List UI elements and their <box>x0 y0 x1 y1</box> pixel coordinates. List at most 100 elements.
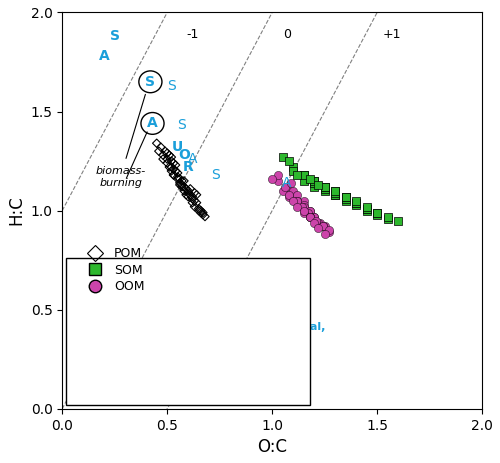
Point <box>320 223 328 230</box>
Point <box>159 156 167 163</box>
Point <box>178 181 186 188</box>
Point <box>199 211 207 218</box>
Text: S: S <box>146 75 156 89</box>
Point <box>281 183 289 191</box>
Point <box>201 213 209 220</box>
Point <box>182 185 190 193</box>
Point <box>310 219 318 226</box>
Point <box>300 207 308 214</box>
Point <box>314 181 322 188</box>
Point <box>362 207 370 214</box>
X-axis label: O:C: O:C <box>257 438 287 456</box>
Point <box>294 191 302 199</box>
Text: A: A <box>99 49 110 63</box>
Point <box>352 197 360 204</box>
Text: O: O <box>178 148 190 162</box>
Text: A: A <box>147 116 158 131</box>
Point <box>152 139 160 147</box>
Point <box>316 219 324 226</box>
Point <box>298 203 306 210</box>
Point <box>318 223 326 230</box>
Text: S: S <box>167 79 176 93</box>
Point <box>170 171 177 179</box>
Point <box>197 207 205 214</box>
Point <box>312 219 320 226</box>
Point <box>310 177 318 185</box>
Point <box>362 205 370 213</box>
Point <box>320 183 328 191</box>
Point <box>306 207 314 214</box>
Text: A: A <box>282 176 292 190</box>
FancyBboxPatch shape <box>66 258 310 405</box>
Point <box>168 157 175 165</box>
Point <box>184 189 192 196</box>
Point <box>294 171 302 179</box>
Point <box>306 213 314 220</box>
Legend: POM, SOM, OOM: POM, SOM, OOM <box>72 237 154 303</box>
Point <box>300 177 308 185</box>
Point <box>172 167 179 175</box>
Point <box>184 187 192 194</box>
Point <box>320 185 328 193</box>
Point <box>285 191 293 199</box>
Point <box>176 181 184 188</box>
Point <box>312 217 320 224</box>
Point <box>289 197 297 204</box>
Point <box>285 193 293 200</box>
Point <box>320 187 328 194</box>
Point <box>352 199 360 206</box>
Point <box>163 159 171 167</box>
Point <box>352 199 360 206</box>
Point <box>180 187 188 194</box>
Point <box>342 193 349 200</box>
Point <box>174 175 182 182</box>
Point <box>306 175 314 182</box>
Point <box>287 179 295 187</box>
Text: -1: -1 <box>186 28 198 41</box>
Point <box>300 209 308 216</box>
Point <box>172 161 179 169</box>
Point <box>163 150 171 157</box>
Point <box>318 223 326 230</box>
Point <box>306 213 314 220</box>
Point <box>342 193 349 200</box>
Point <box>310 213 318 220</box>
Text: biomass-
burning: biomass- burning <box>96 166 146 188</box>
Point <box>163 156 171 163</box>
Point <box>289 163 297 171</box>
Point <box>168 167 175 175</box>
Point <box>188 199 196 206</box>
Text: A: A <box>188 152 197 166</box>
Point <box>170 171 177 179</box>
Point <box>166 163 173 171</box>
Point <box>190 189 198 196</box>
Point <box>182 191 190 199</box>
Point <box>306 213 314 220</box>
Point <box>278 153 286 161</box>
Point <box>285 157 293 165</box>
Text: S: S <box>110 29 120 43</box>
Point <box>268 175 276 182</box>
Point <box>325 229 333 236</box>
Point <box>331 191 339 199</box>
Point <box>300 201 308 208</box>
Point <box>300 171 308 179</box>
Point <box>300 203 308 210</box>
Text: A = aircraft,  O = outflow,  R = regional,: A = aircraft, O = outflow, R = regional, <box>75 322 325 332</box>
Point <box>184 193 192 200</box>
Point <box>300 171 308 179</box>
Point <box>283 183 291 191</box>
Point <box>331 187 339 194</box>
Point <box>352 201 360 208</box>
Point <box>197 209 205 216</box>
Point <box>320 231 328 238</box>
Text: S: S <box>211 168 220 182</box>
Point <box>274 171 282 179</box>
Point <box>342 197 349 204</box>
Point <box>342 193 349 200</box>
Point <box>306 207 314 214</box>
Point <box>178 183 186 191</box>
Point <box>331 189 339 196</box>
Point <box>174 173 182 181</box>
Text: Mexico City [Heald 2010]:: Mexico City [Heald 2010]: <box>75 298 246 311</box>
